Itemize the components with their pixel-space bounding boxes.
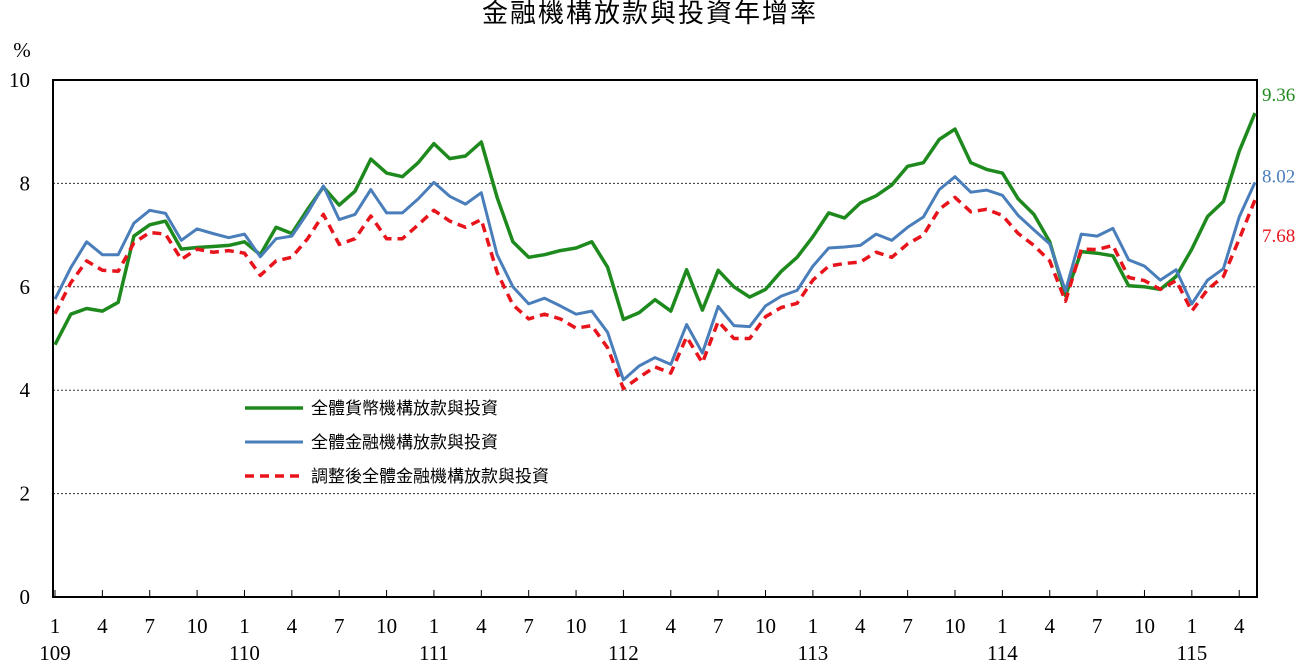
series-end-label: 7.68 bbox=[1262, 226, 1295, 247]
x-year-label: 113 bbox=[798, 641, 829, 665]
x-year-label: 110 bbox=[229, 641, 260, 665]
x-tick-label: 10 bbox=[755, 614, 776, 638]
legend-label: 全體貨幣機構放款與投資 bbox=[311, 399, 498, 418]
x-tick-label: 10 bbox=[945, 614, 966, 638]
series-line bbox=[53, 112, 1257, 346]
x-tick-label: 4 bbox=[855, 614, 866, 638]
legend-label: 全體金融機構放款與投資 bbox=[311, 433, 498, 452]
x-tick-label: 4 bbox=[287, 614, 298, 638]
x-tick-label: 4 bbox=[1044, 614, 1055, 638]
end-value-labels: 9.36 8.02 7.68 bbox=[1262, 85, 1295, 247]
x-tick-label: 1 bbox=[618, 614, 629, 638]
y-tick-label: 6 bbox=[20, 275, 31, 299]
x-year-label: 109 bbox=[39, 641, 71, 665]
x-tick-label: 7 bbox=[334, 614, 345, 638]
y-tick-label: 0 bbox=[20, 585, 31, 609]
x-tick-label: 10 bbox=[187, 614, 208, 638]
x-tick-label: 10 bbox=[1134, 614, 1155, 638]
series-lines bbox=[53, 112, 1257, 391]
x-tick-label: 7 bbox=[1092, 614, 1103, 638]
x-year-label: 115 bbox=[1176, 641, 1207, 665]
x-tick-label: 1 bbox=[997, 614, 1008, 638]
x-tick-label: 10 bbox=[566, 614, 587, 638]
x-tick-label: 4 bbox=[476, 614, 487, 638]
series-end-label: 8.02 bbox=[1262, 166, 1295, 187]
x-tick-label: 4 bbox=[97, 614, 108, 638]
x-tick-label: 4 bbox=[666, 614, 677, 638]
gridlines bbox=[53, 182, 1257, 495]
x-tick-label: 1 bbox=[808, 614, 819, 638]
x-tick-label: 1 bbox=[50, 614, 61, 638]
x-tick-label: 7 bbox=[713, 614, 724, 638]
chart-title: 金融機構放款與投資年增率 bbox=[482, 0, 818, 28]
x-tick-label: 10 bbox=[376, 614, 397, 638]
y-tick-label: 10 bbox=[9, 68, 30, 92]
series-end-label: 9.36 bbox=[1262, 85, 1295, 106]
y-axis-ticks: 0 2 4 6 8 10 bbox=[9, 68, 31, 609]
x-year-label: 112 bbox=[608, 641, 639, 665]
series-line bbox=[53, 175, 1257, 382]
x-tick-label: 7 bbox=[523, 614, 534, 638]
y-tick-label: 2 bbox=[20, 482, 31, 506]
x-year-label: 114 bbox=[987, 641, 1018, 665]
y-axis-unit-label: % bbox=[13, 38, 31, 62]
y-tick-label: 8 bbox=[20, 171, 31, 195]
x-year-label: 111 bbox=[419, 641, 449, 665]
x-tick-label: 4 bbox=[1234, 614, 1245, 638]
x-axis-ticks: 1 4 7 10 1 4 7 10 1 4 7 10 1 4 7 10 1 4 7 10 1 4 7 10 1 4 109 110 11… bbox=[39, 590, 1245, 665]
series-line bbox=[53, 195, 1257, 391]
legend-label: 調整後全體金融機構放款與投資 bbox=[311, 467, 549, 486]
x-tick-label: 7 bbox=[144, 614, 155, 638]
y-tick-label: 4 bbox=[20, 378, 31, 402]
x-tick-label: 1 bbox=[239, 614, 250, 638]
x-tick-label: 1 bbox=[1187, 614, 1198, 638]
x-tick-label: 7 bbox=[902, 614, 913, 638]
x-tick-label: 1 bbox=[429, 614, 440, 638]
plot-frame bbox=[52, 79, 1258, 598]
